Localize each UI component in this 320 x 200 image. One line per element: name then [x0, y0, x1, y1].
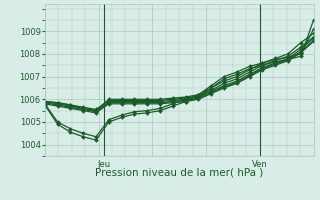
Text: Jeu: Jeu	[97, 160, 110, 169]
X-axis label: Pression niveau de la mer( hPa ): Pression niveau de la mer( hPa )	[95, 167, 263, 177]
Text: Ven: Ven	[252, 160, 268, 169]
